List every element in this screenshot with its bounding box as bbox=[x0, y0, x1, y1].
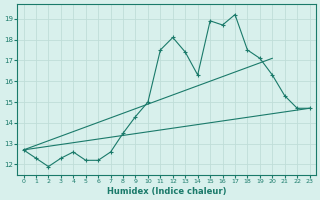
X-axis label: Humidex (Indice chaleur): Humidex (Indice chaleur) bbox=[107, 187, 226, 196]
